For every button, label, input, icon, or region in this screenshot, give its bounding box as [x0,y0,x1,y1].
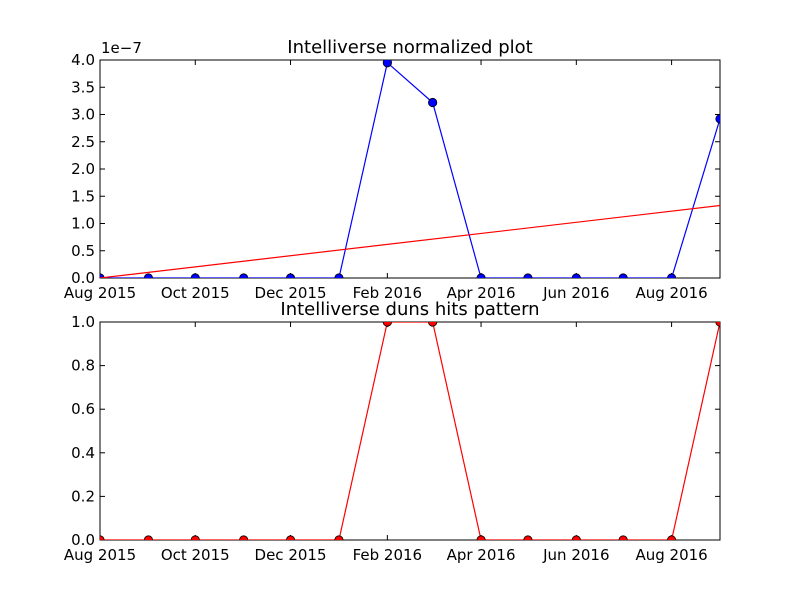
y-tick-label: 0.5 [71,242,95,260]
data-point [476,535,486,540]
y-tick-label: 2.0 [71,160,95,178]
data-point [100,535,105,540]
data-point [666,273,677,278]
data-point [239,273,249,278]
y-tick-label: 0.0 [71,269,95,287]
x-tick-label: Aug 2016 [635,284,707,302]
data-point [143,273,154,278]
x-tick-label: Aug 2015 [64,546,136,564]
data-point [285,273,296,278]
plot-area: 0.0 0.2 0.4 0.6 0.8 1.0 Aug 2015 Oct 2015 Dec 20… [64,313,721,564]
y-axis-offset-label: 1e−7 [101,39,142,57]
y-tick-label: 0.6 [71,400,95,418]
data-point [428,97,438,108]
plot-area: 0.0 0.5 1.0 1.5 2.0 2.5 3.0 3.5 4.0 Aug 2015 Oct 2… [64,51,721,302]
y-tick-label: 0.4 [71,444,95,462]
y-tick-label: 1.5 [71,187,95,205]
data-point [618,273,628,278]
duns-hits-chart: Intelliverse duns hits pattern 0.0 0.2 0.4… [64,299,721,564]
data-point [523,273,533,278]
data-point [382,60,392,68]
x-tick-label: Aug 2016 [635,546,707,564]
x-tick-label: Apr 2016 [447,546,516,564]
y-tick-label: 3.0 [71,106,95,124]
x-tick-label: Apr 2016 [447,284,516,302]
data-point [428,322,438,327]
x-tick-label: Oct 2015 [161,546,230,564]
data-point [571,273,581,278]
y-tick-label: 2.5 [71,133,95,151]
x-tick-label: Dec 2015 [255,284,327,302]
normalized-plot-chart: Intelliverse normalized plot 1e−7 0.0 0.5… [64,37,721,302]
x-tick-label: Feb 2016 [353,284,423,302]
x-tick-label: Jun 2016 [542,284,609,302]
y-tick-label: 0.2 [71,487,95,505]
x-tick-label: Aug 2015 [64,284,136,302]
data-point [715,114,720,124]
y-tick-label: 1.0 [71,215,95,233]
data-point [618,535,628,540]
series-line [100,204,720,278]
data-point [382,322,392,327]
data-point [571,535,581,540]
data-point [190,273,200,278]
x-tick-label: Oct 2015 [161,284,230,302]
x-tick-label: Feb 2016 [353,546,423,564]
y-tick-label: 4.0 [71,51,95,69]
x-tick-label: Jun 2016 [542,546,609,564]
data-point [476,273,486,278]
y-tick-label: 1.0 [71,313,95,331]
data-point [666,535,677,540]
data-point [715,322,720,327]
x-tick-label: Dec 2015 [255,546,327,564]
chart-title: Intelliverse normalized plot [287,37,532,58]
data-point [143,535,154,540]
series-line [100,61,720,278]
data-point [285,535,296,540]
data-point [523,535,533,540]
data-point [190,535,200,540]
data-point [239,535,249,540]
chart-title: Intelliverse duns hits pattern [280,299,539,320]
data-point [334,535,344,540]
y-tick-label: 3.5 [71,78,95,96]
y-tick-label: 0.0 [71,531,95,549]
y-tick-label: 0.8 [71,357,95,375]
data-point [334,273,344,278]
